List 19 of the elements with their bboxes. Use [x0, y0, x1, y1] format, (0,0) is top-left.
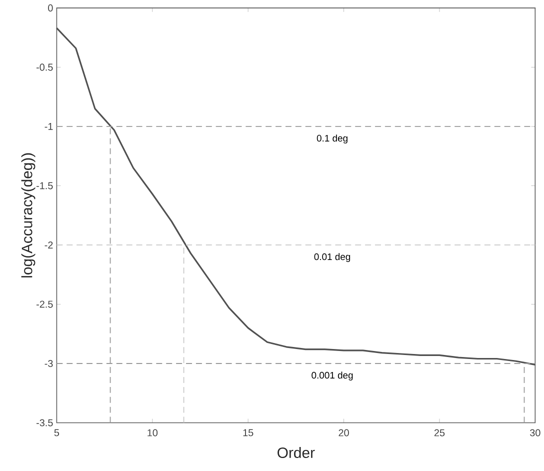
- y-tick-label: -3.5: [36, 419, 53, 427]
- x-tick-label: 10: [148, 429, 158, 437]
- y-tick-label: -1: [44, 123, 53, 130]
- x-tick-label: 5: [54, 429, 60, 436]
- x-tick-label: 25: [434, 429, 445, 437]
- ref-line-label: 0.001 deg: [312, 372, 353, 381]
- x-tick-label: 15: [243, 429, 254, 436]
- y-tick-label: -0.5: [36, 64, 53, 71]
- y-tick-label: -2.5: [36, 300, 53, 308]
- ref-line-label: 0.01 deg: [314, 253, 350, 262]
- y-axis-title: log(Accuracy(deg)): [21, 154, 36, 278]
- y-tick-label: -3: [44, 360, 53, 368]
- ref-line-label: 0.1 deg: [316, 134, 348, 144]
- y-tick-label: -2: [44, 242, 53, 249]
- y-tick-label: 0: [48, 4, 53, 12]
- x-tick-label: 20: [338, 429, 349, 437]
- y-tick-label: -1.5: [36, 182, 53, 190]
- x-axis-title: Order: [278, 447, 315, 458]
- x-tick-label: 30: [530, 429, 540, 437]
